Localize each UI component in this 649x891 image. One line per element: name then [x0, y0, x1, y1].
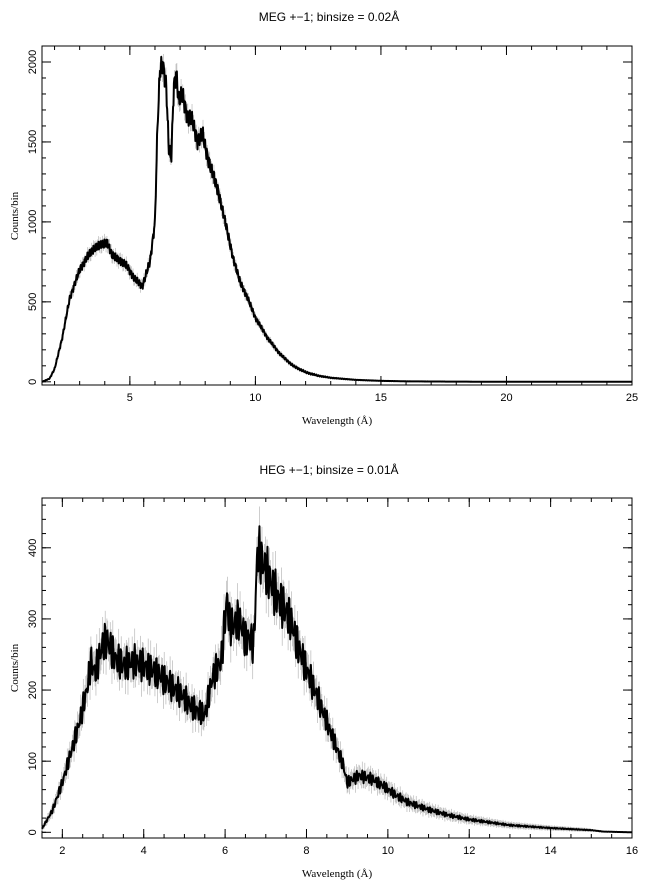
meg-x-tick-label: 25 [626, 392, 638, 404]
heg-x-tick-label: 8 [303, 845, 309, 857]
meg-y-tick-label: 500 [27, 293, 39, 311]
meg-plot-frame [41, 45, 633, 386]
heg-plot-frame [41, 497, 633, 839]
heg-x-tick-label: 6 [222, 845, 228, 857]
meg-x-tick-label: 10 [249, 392, 261, 404]
heg-title: HEG +−1; binsize = 0.01Å [259, 462, 398, 477]
heg-y-tick-label: 200 [27, 681, 39, 699]
heg-x-tick-label: 10 [382, 845, 394, 857]
heg-ylabel: Counts/bin [9, 643, 21, 692]
meg-y-tick-label: 2000 [27, 50, 39, 74]
meg-xlabel: Wavelength (Å) [302, 415, 373, 427]
meg-title: MEG +−1; binsize = 0.02Å [259, 9, 399, 24]
heg-ticks: 2 4 6 8 10 12 14 16 0 100 200 300 400 [27, 498, 638, 857]
meg-y-tick-label: 0 [27, 379, 39, 385]
heg-y-tick-label: 100 [27, 752, 39, 770]
meg-ylabel: Counts/bin [9, 191, 21, 240]
heg-y-tick-label: 300 [27, 610, 39, 628]
heg-xlabel: Wavelength (Å) [302, 868, 373, 880]
meg-y-tick-label: 1500 [27, 130, 39, 154]
meg-series-line [41, 55, 633, 383]
heg-y-tick-label: 0 [27, 829, 39, 835]
heg-x-tick-label: 4 [141, 845, 147, 857]
meg-ticks: 5 10 15 20 25 0 500 1000 1500 2000 [27, 45, 638, 404]
heg-x-tick-label: 14 [544, 845, 556, 857]
meg-x-tick-label: 15 [375, 392, 387, 404]
meg-y-tick-label: 1000 [27, 210, 39, 234]
heg-x-tick-label: 12 [463, 845, 475, 857]
meg-x-tick-label: 20 [500, 392, 512, 404]
heg-x-tick-label: 16 [626, 845, 638, 857]
meg-x-tick-label: 5 [127, 392, 133, 404]
heg-y-tick-label: 400 [27, 539, 39, 557]
heg-panel: HEG +−1; binsize = 0.01Å 2 4 6 8 10 12 14 16 0 10… [9, 462, 638, 880]
heg-x-tick-label: 2 [59, 845, 65, 857]
heg-series-line [41, 525, 633, 834]
meg-panel: MEG +−1; binsize = 0.02Å 5 10 15 20 25 0 500 10… [9, 9, 638, 427]
